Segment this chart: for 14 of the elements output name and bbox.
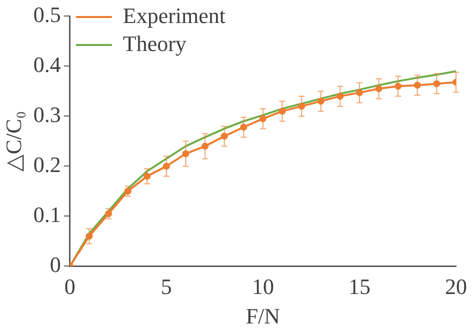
y-tick-label: 0 — [50, 252, 61, 277]
y-axis-title: △C/C₀ — [0, 111, 26, 172]
y-tick-label: 0.3 — [33, 102, 61, 127]
x-tick-label: 20 — [445, 274, 467, 300]
y-tick-label: 0.4 — [33, 52, 61, 77]
legend-label: Experiment — [122, 2, 226, 28]
x-axis-title: F/N — [246, 304, 280, 329]
x-tick-label: 5 — [160, 274, 172, 300]
x-tick-label: 15 — [348, 274, 370, 300]
legend-label: Theory — [122, 30, 186, 56]
y-tick-label: 0.5 — [33, 2, 61, 27]
y-tick-label: 0.2 — [33, 152, 61, 177]
x-tick-label: 10 — [252, 274, 274, 300]
y-tick-label: 0.1 — [33, 202, 61, 227]
